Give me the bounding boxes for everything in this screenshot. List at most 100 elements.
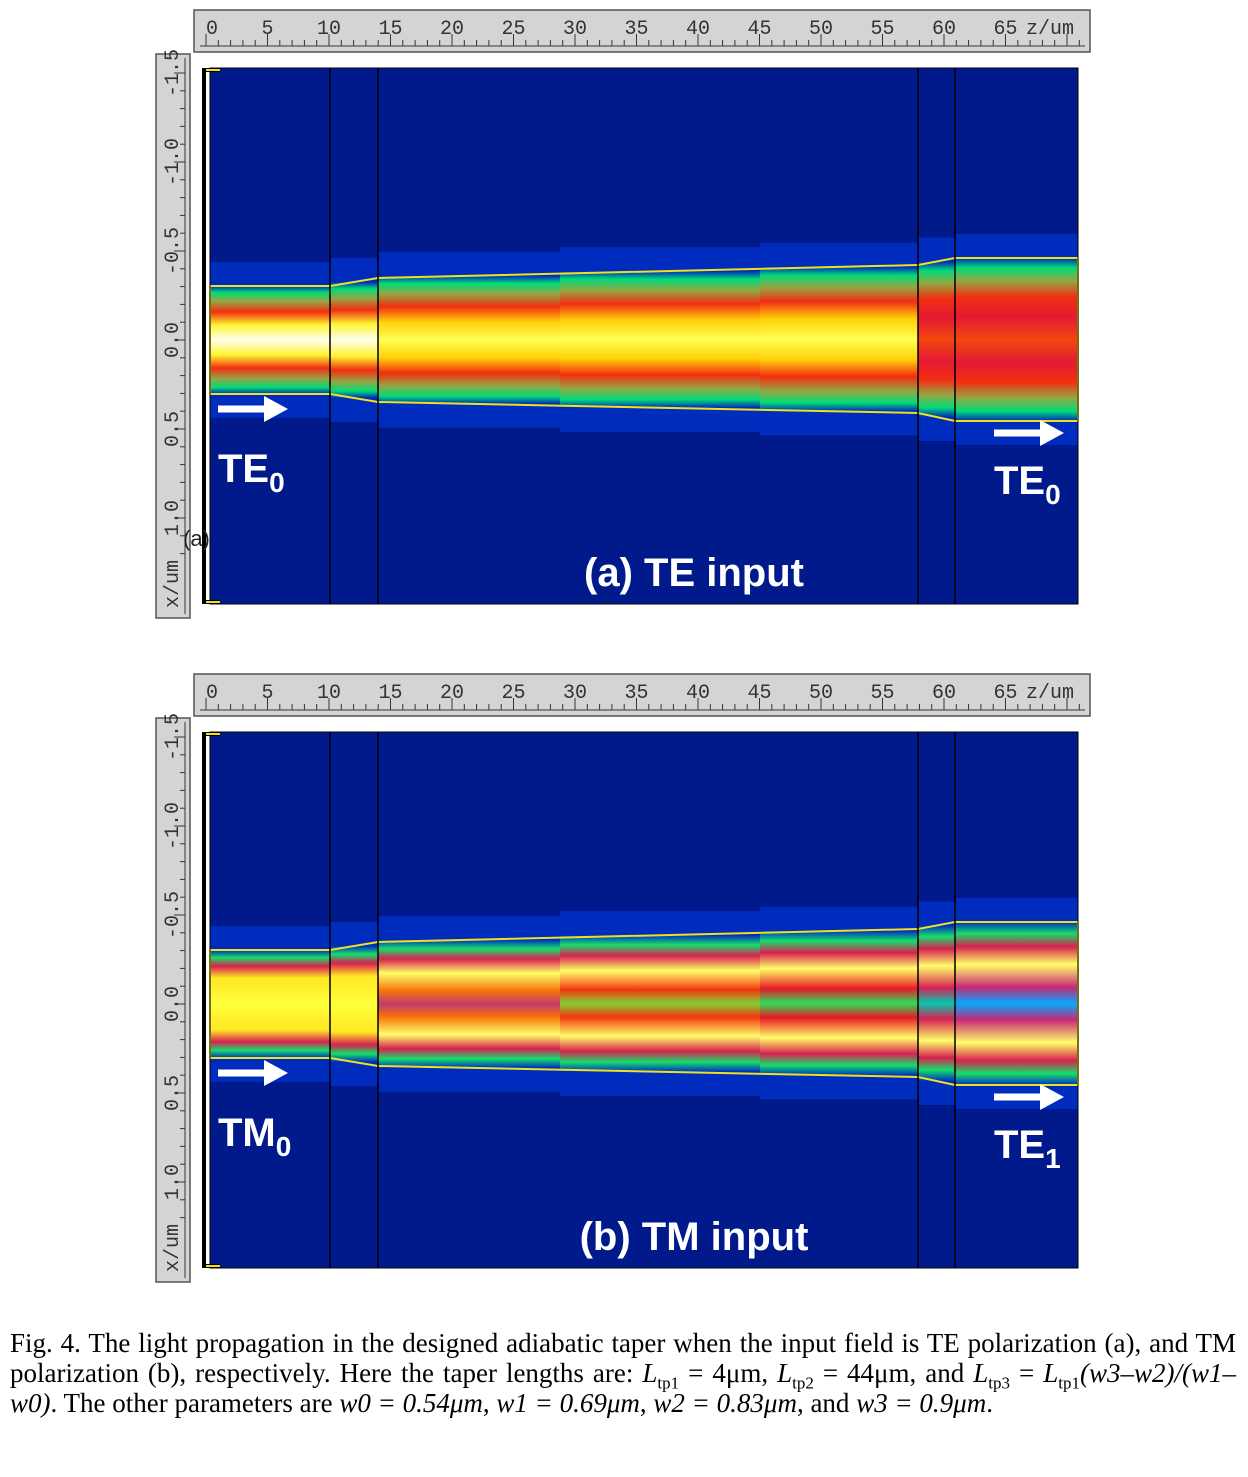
z-unit-label: z/um (1026, 682, 1074, 705)
z-tick-label: 45 (747, 682, 771, 705)
field-segment (918, 261, 955, 417)
input-mode-label: TM0 (218, 1111, 291, 1162)
caption-sub-tp1b: tp1 (1058, 1373, 1080, 1393)
figure-caption: Fig. 4. The light propagation in the des… (10, 1328, 1236, 1418)
z-unit-label: z/um (1026, 18, 1074, 41)
z-tick-label: 50 (809, 18, 833, 41)
figure-panel-b: 0 5 10 15 20 25 30 35 40 45 50 55 60 65 z/um -1.5 -1.0 -0… (0, 664, 1248, 1324)
x-tick-label: -1.0 (162, 138, 185, 186)
z-tick-label: 5 (261, 682, 273, 705)
input-arrow-head (264, 1060, 288, 1086)
field-plot-b: 0 5 10 15 20 25 30 35 40 45 50 55 60 65 z/um-1.5-1.0-0… (155, 673, 1091, 1283)
z-tick-label: 10 (317, 682, 341, 705)
x-tick-label: -0.5 (162, 227, 185, 275)
output-mode-label-base: TE (994, 1123, 1045, 1167)
caption-text-2: . The other parameters are (50, 1388, 340, 1418)
z-tick-label: 25 (501, 18, 525, 41)
z-tick-label: 40 (686, 682, 710, 705)
z-tick-label: 5 (261, 18, 273, 41)
field-tail-top (330, 922, 378, 946)
z-tick-label: 15 (378, 682, 402, 705)
field-tail-top (330, 258, 378, 282)
z-ruler (193, 673, 1091, 717)
input-mode-label: TE0 (218, 447, 285, 498)
output-mode-label: TE1 (994, 1123, 1061, 1174)
z-tick-label: 25 (501, 682, 525, 705)
field-tail-bottom (378, 403, 560, 428)
z-tick-label: 55 (870, 682, 894, 705)
caption-w1: w1 = 0.69μm (496, 1388, 640, 1418)
caption-L2: L (777, 1358, 793, 1388)
caption-sub-tp3: tp3 (988, 1373, 1010, 1393)
z-tick-label: 60 (932, 18, 956, 41)
x-tick-label: 1.0 (162, 500, 185, 536)
z-tick-label: 0 (206, 682, 218, 705)
field-tail-top (955, 234, 1078, 258)
field-segment (330, 946, 378, 1062)
field-tail-top (918, 237, 955, 262)
caption-w3: w3 = 0.9μm (856, 1388, 987, 1418)
z-tick-label: 40 (686, 18, 710, 41)
caption-L4: L (1043, 1358, 1059, 1388)
waveguide-edge-top (210, 921, 1078, 951)
x-tick-label: 0.5 (162, 1075, 185, 1111)
field-segment (760, 930, 918, 1076)
caption-val-tp2: = 44μm, and (813, 1358, 974, 1388)
caption-w0: w0 = 0.54μm (339, 1388, 483, 1418)
field-segment (760, 266, 918, 412)
field-segment (560, 271, 760, 408)
caption-L1: L (642, 1358, 658, 1388)
x-tick-label: 0.5 (162, 411, 185, 447)
caption-w2: w2 = 0.83μm (653, 1388, 797, 1418)
field-tail-top (210, 262, 330, 286)
x-tick-label: -1.5 (162, 49, 185, 97)
field-segment (955, 922, 1078, 1085)
field-tail-bottom (560, 1071, 760, 1096)
z-tick-label: 30 (563, 682, 587, 705)
x-ruler (155, 53, 191, 619)
input-mode-label-subscript: 0 (276, 1131, 292, 1162)
x-tick-label: 0.0 (162, 322, 185, 358)
field-tail-top (955, 898, 1078, 922)
field-tail-bottom (760, 1075, 918, 1100)
waveguide-edge-top (210, 257, 1078, 287)
x-tick-label: -1.5 (162, 713, 185, 761)
field-tail-top (560, 247, 760, 272)
output-arrow-head (1040, 420, 1064, 446)
z-tick-label: 60 (932, 682, 956, 705)
caption-sep-2: , (639, 1388, 654, 1418)
output-arrow-head (1040, 1084, 1064, 1110)
plot-frame (209, 67, 1079, 605)
field-tail-bottom (378, 1067, 560, 1092)
input-mode-label-subscript: 0 (269, 467, 285, 498)
field-tail-top (560, 911, 760, 936)
z-ruler (193, 9, 1091, 53)
waveguide-edge-bottom (210, 393, 1078, 422)
x-unit-label: x/um (162, 560, 185, 608)
field-tail-bottom (560, 407, 760, 432)
z-tick-label: 35 (624, 18, 648, 41)
field-tail-bottom (760, 411, 918, 436)
input-mode-label-base: TM (218, 1111, 276, 1155)
z-tick-label: 45 (747, 18, 771, 41)
caption-fraction: (w3–w2)/(w1–w0) (10, 1358, 1236, 1418)
z-tick-label: 20 (440, 682, 464, 705)
caption-sep-3: , and (796, 1388, 857, 1418)
z-tick-label: 55 (870, 18, 894, 41)
x-tick-label: 0.0 (162, 986, 185, 1022)
input-arrow-head (264, 396, 288, 422)
z-tick-label: 20 (440, 18, 464, 41)
x-tick-label: 1.0 (162, 1164, 185, 1200)
figure-panel-a: 0 5 10 15 20 25 30 35 40 45 50 55 60 65 z/um -1.5 -1.0 -0… (0, 0, 1248, 660)
field-tail-bottom (330, 1062, 378, 1086)
z-tick-label: 30 (563, 18, 587, 41)
waveguide-edge-bottom (210, 1057, 1078, 1086)
panel-title: (b) TM input (580, 1215, 809, 1259)
z-tick-label: 35 (624, 682, 648, 705)
caption-val-tp1: = 4μm, (679, 1358, 778, 1388)
field-segment (330, 282, 378, 398)
field-plot-a: 0 5 10 15 20 25 30 35 40 45 50 55 60 65 z/um -1.5 -1.0 -0… (155, 9, 1091, 619)
field-segment (378, 275, 560, 404)
field-segment (210, 950, 330, 1058)
caption-sep-1: , (482, 1388, 497, 1418)
